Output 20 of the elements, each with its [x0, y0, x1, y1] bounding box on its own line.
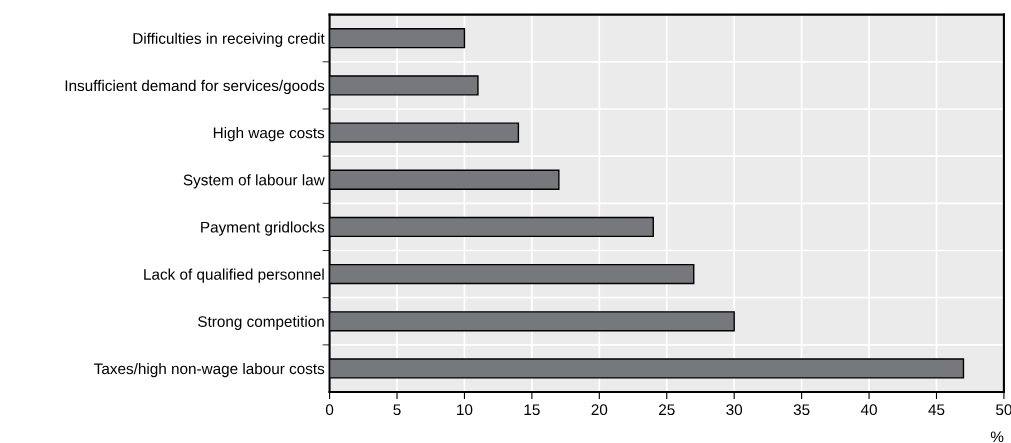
- x-tick-label: 20: [591, 404, 608, 416]
- y-tick-label: Difficulties in receiving credit: [133, 32, 325, 47]
- x-tick-label: 10: [457, 404, 473, 416]
- y-tick-label: System of labour law: [183, 174, 325, 189]
- x-tick-label: 15: [524, 404, 540, 416]
- y-tick-label: Insufficient demand for services/goods: [65, 79, 325, 95]
- x-tick-label: 30: [726, 404, 743, 416]
- y-tick-label: Payment gridlocks: [201, 221, 325, 236]
- x-tick-label: 35: [793, 404, 810, 416]
- x-tick-label: 5: [393, 404, 401, 416]
- y-tick-label: High wage costs: [213, 127, 325, 142]
- x-tick-label: 25: [659, 404, 675, 416]
- y-tick-label: Taxes/high non-wage labour costs: [94, 362, 325, 378]
- x-tick-label: 45: [928, 404, 945, 416]
- x-axis-title: %: [990, 431, 1004, 443]
- x-tick-label: 0: [325, 404, 334, 416]
- x-tick-label: 50: [996, 404, 1011, 416]
- y-tick-label: Strong competition: [198, 315, 324, 330]
- x-tick-label: 40: [860, 404, 877, 416]
- y-tick-label: Lack of qualified personnel: [144, 268, 324, 283]
